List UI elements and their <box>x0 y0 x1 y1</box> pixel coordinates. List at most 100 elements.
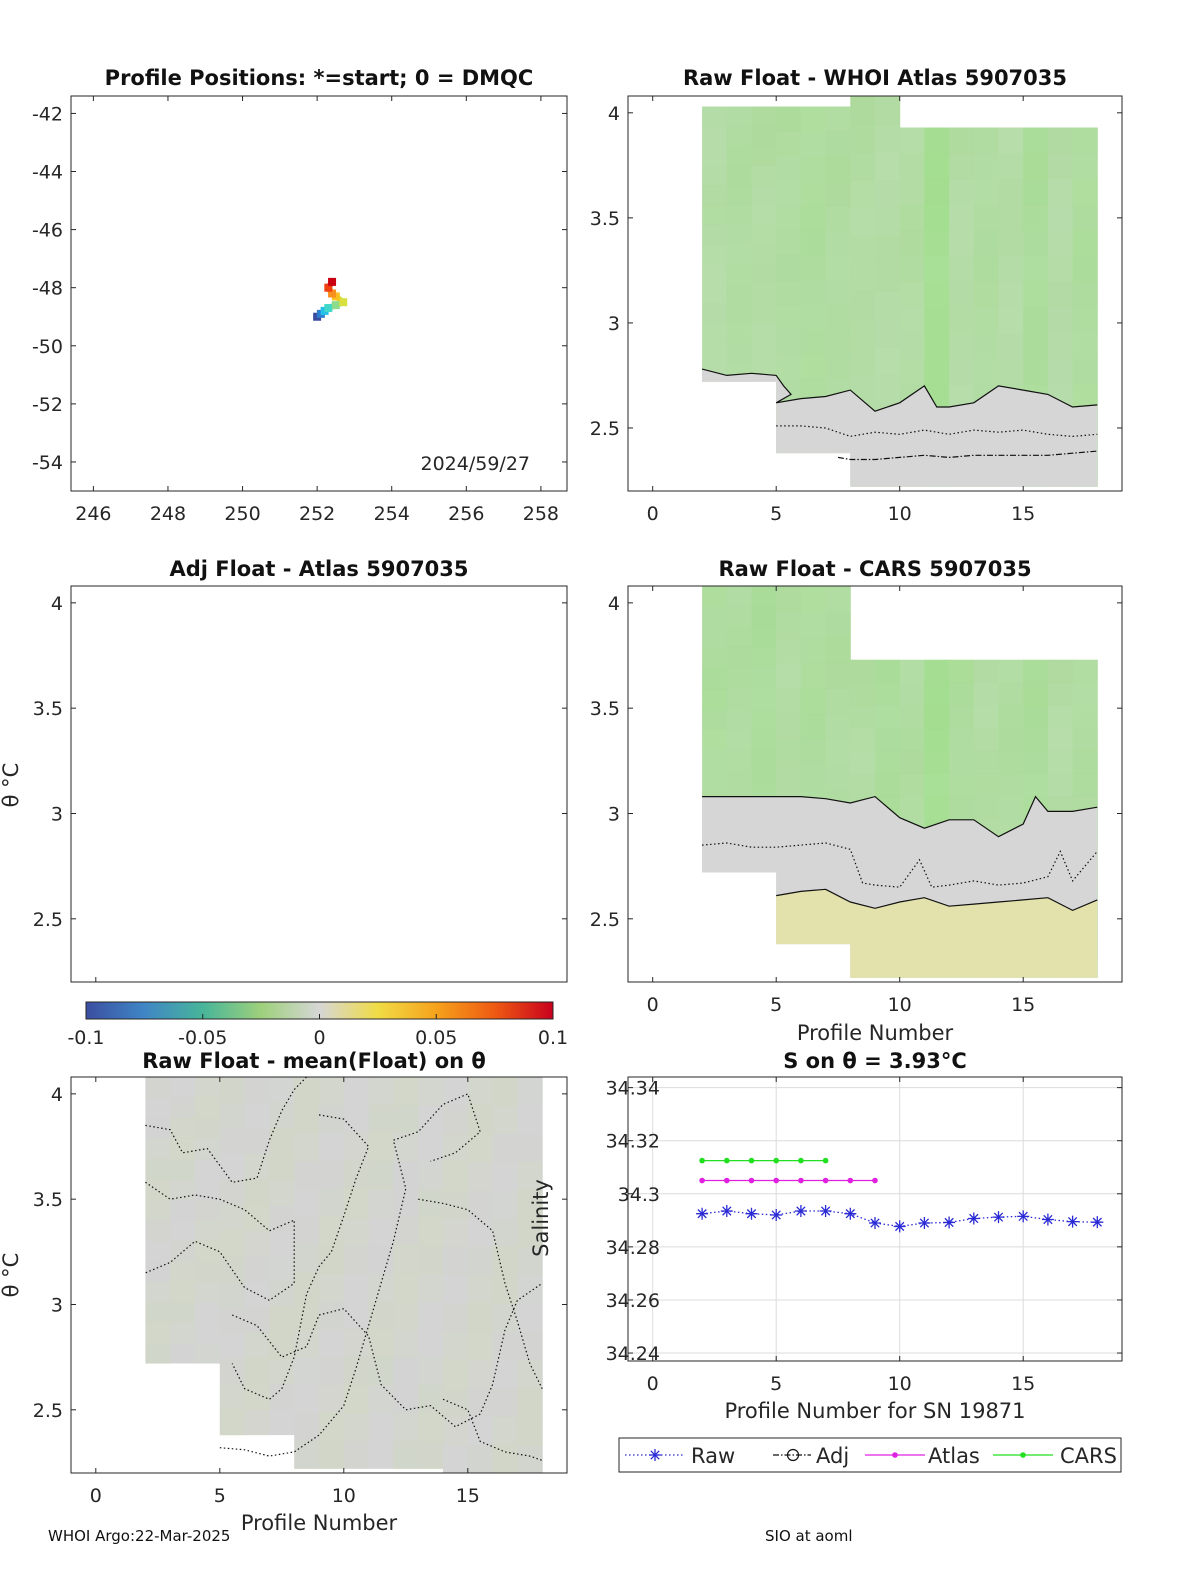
heatmap-cell-shade <box>319 1188 345 1218</box>
heatmap-warm-region <box>776 889 1098 978</box>
heatmap-cell-shade <box>393 1412 419 1442</box>
series-point-raw <box>918 1216 931 1229</box>
heatmap-cell-shade <box>974 358 999 384</box>
heatmap-cell-shade <box>776 586 802 613</box>
ytick-label: -50 <box>32 336 63 358</box>
salinity-xticks: 0 5 10 15 <box>647 1077 1035 1395</box>
heatmap-cell-shade <box>973 727 999 752</box>
heatmap-cell-shade <box>195 1179 220 1200</box>
heatmap-cell-shade <box>492 1444 518 1474</box>
salinity-grid <box>628 1077 1122 1361</box>
heatmap-cell-shade <box>393 1189 418 1217</box>
heatmap-cell-shade <box>776 765 802 792</box>
heatmap-cell-shade <box>924 256 949 282</box>
heatmap-cell-shade <box>517 1218 543 1248</box>
series-point-raw <box>819 1205 832 1218</box>
heatmap-cell-shade <box>949 281 975 308</box>
heatmap-cell-shade <box>949 205 974 231</box>
heatmap-cell-shade <box>219 1256 246 1283</box>
heatmap-cell-shade <box>443 1133 469 1163</box>
heatmap-cell-shade <box>999 796 1024 819</box>
raw-mean-yticks: 4 3.5 3 2.5 <box>33 1084 567 1422</box>
heatmap-cell-shade <box>393 1077 419 1106</box>
heatmap-cell-shade <box>244 1358 270 1385</box>
heatmap-cell-shade <box>702 729 727 750</box>
heatmap-cell-shade <box>170 1200 195 1221</box>
heatmap-cell-shade <box>195 1117 221 1139</box>
positions-yticks: -42 -44 -46 -48 -50 -52 -54 <box>32 103 567 474</box>
heatmap-cell-shade <box>875 180 900 208</box>
heatmap-cell-shade <box>949 255 975 282</box>
heatmap-cell-shade <box>1023 682 1049 706</box>
xtick-label: 0 <box>647 1373 659 1395</box>
heatmap-cell-shade <box>517 1388 543 1417</box>
heatmap-cell-shade <box>998 204 1024 231</box>
xtick-label: 15 <box>1011 503 1035 525</box>
heatmap-cell-shade <box>998 178 1024 206</box>
heatmap-cell-shade <box>244 1230 270 1257</box>
heatmap-cell-shade <box>244 1077 270 1104</box>
heatmap-cell-shade <box>998 750 1024 774</box>
heatmap-cell-shade <box>875 682 901 706</box>
heatmap-cell-shade <box>776 205 802 231</box>
heatmap-cell-shade <box>1072 127 1098 154</box>
heatmap-cell-shade <box>219 1179 246 1206</box>
series-point-atlas <box>822 1177 829 1184</box>
heatmap-cell-shade <box>752 205 777 225</box>
heatmap-cell-shade <box>973 255 999 282</box>
series-point-raw <box>1091 1216 1104 1229</box>
heatmap-cell-shade <box>949 705 975 729</box>
heatmap-cell-shade <box>1023 307 1049 334</box>
ytick-label: 3.5 <box>590 698 620 720</box>
heatmap-cell-shade <box>800 739 827 766</box>
heatmap-cell-shade <box>826 255 851 280</box>
heatmap-cell-shade <box>517 1444 543 1474</box>
heatmap-cell-shade <box>1023 727 1049 752</box>
heatmap-cell-shade <box>219 1358 246 1385</box>
contour-line <box>231 1114 370 1400</box>
heatmap-cell-shade <box>776 637 801 663</box>
cars-xticks: 0 5 10 15 <box>647 586 1035 1016</box>
positions-axes <box>70 95 568 492</box>
ytick-label: 34.3 <box>618 1184 660 1206</box>
heatmap-cell-shade <box>492 1246 518 1276</box>
heatmap-cell-shade <box>726 145 752 166</box>
track-point <box>339 298 348 307</box>
heatmap-cell-shade <box>900 333 925 359</box>
salinity-xlabel: Profile Number for SN 19871 <box>724 1399 1025 1423</box>
heatmap-cell-shade <box>393 1216 419 1246</box>
heatmap-cell-shade <box>269 1307 295 1334</box>
heatmap-cell-shade <box>949 178 975 206</box>
track-point <box>324 283 333 292</box>
heatmap-cell-shade <box>998 682 1024 706</box>
heatmap-cell-shade <box>949 659 975 683</box>
heatmap-cell-shade <box>800 156 827 182</box>
heatmap-cell-shade <box>145 1097 170 1118</box>
heatmap-cell-shade <box>850 728 875 751</box>
heatmap-cell-shade <box>443 1218 469 1248</box>
whoi-atlas-xticks: 0 5 10 15 <box>647 96 1035 525</box>
heatmap-cell-shade <box>467 1133 494 1163</box>
series-point-raw <box>844 1207 857 1220</box>
heatmap-cell-shade <box>170 1322 196 1344</box>
heatmap-cell-shade <box>752 688 777 709</box>
heatmap-cell-shade <box>949 153 975 180</box>
heatmap-cell-shade <box>418 1160 444 1190</box>
heatmap-cell-shade <box>195 1302 220 1323</box>
heatmap-cell-shade <box>826 107 851 132</box>
heatmap-cell-shade <box>973 773 999 797</box>
heatmap-cell-shade <box>319 1356 345 1386</box>
heatmap-cell-shade <box>900 358 925 384</box>
heatmap-cell <box>726 106 752 382</box>
heatmap-cell-shade <box>1047 682 1074 706</box>
heatmap-cell-shade <box>195 1097 221 1119</box>
heatmap-cell-shade <box>899 750 925 774</box>
heatmap-cell-shade <box>1048 230 1073 256</box>
heatmap-cell-shade <box>219 1102 246 1129</box>
heatmap-cell-shade <box>443 1246 469 1276</box>
xtick-label: 10 <box>888 1373 912 1395</box>
adj-atlas-axes <box>70 585 568 983</box>
heatmap-cell <box>170 1077 196 1364</box>
contour-line <box>418 1198 543 1389</box>
heatmap-cell-shade <box>492 1105 518 1135</box>
